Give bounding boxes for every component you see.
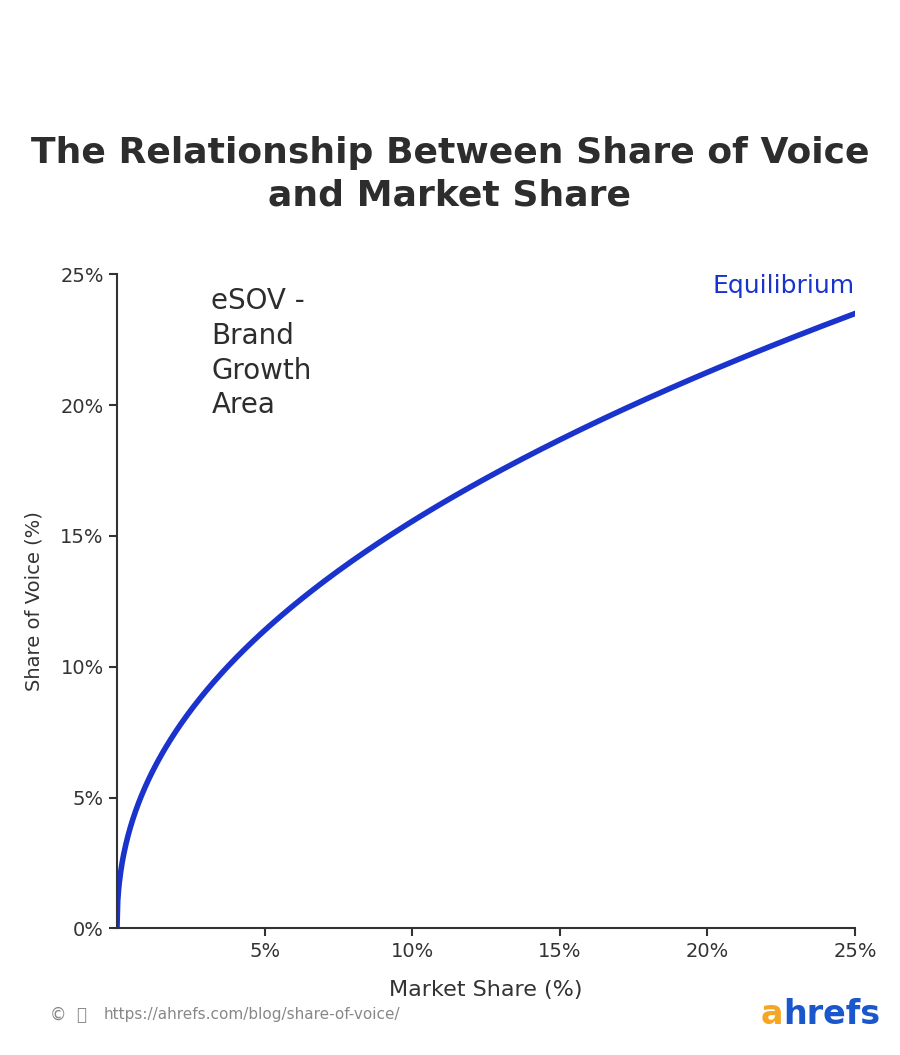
Text: hrefs: hrefs [783, 998, 880, 1032]
Text: The Relationship Between Share of Voice: The Relationship Between Share of Voice [31, 136, 869, 170]
Y-axis label: Share of Voice (%): Share of Voice (%) [24, 512, 43, 691]
X-axis label: Market Share (%): Market Share (%) [389, 980, 583, 1000]
Text: Equilibrium: Equilibrium [713, 274, 855, 299]
Text: ©: © [50, 1005, 66, 1024]
Text: https://ahrefs.com/blog/share-of-voice/: https://ahrefs.com/blog/share-of-voice/ [104, 1008, 400, 1022]
Text: eSOV -
Brand
Growth
Area: eSOV - Brand Growth Area [212, 287, 311, 419]
Text: and Market Share: and Market Share [268, 178, 632, 212]
Text: ⓘ: ⓘ [76, 1005, 86, 1024]
Text: a: a [760, 998, 783, 1032]
